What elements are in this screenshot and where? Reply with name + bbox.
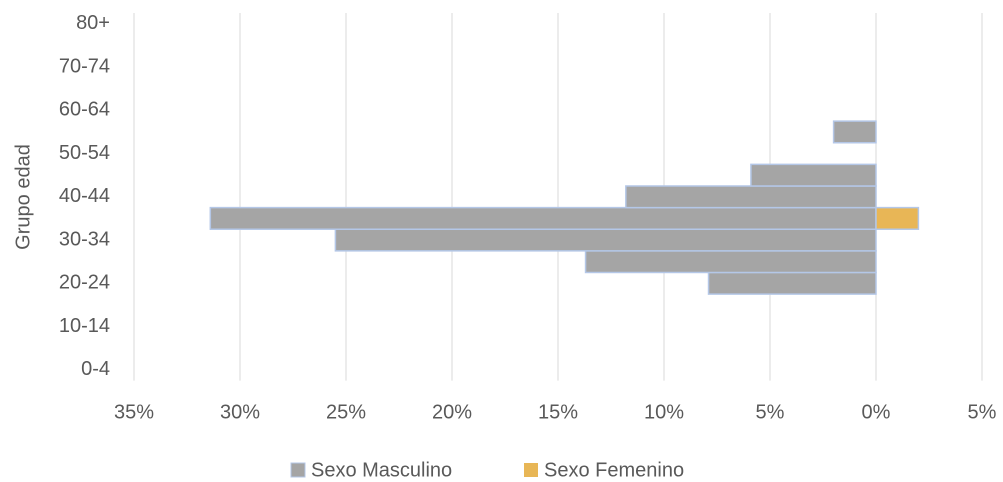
bar (750, 163, 877, 187)
y-tick-label: 30-34 (59, 228, 110, 250)
y-tick-label: 60-64 (59, 99, 110, 121)
legend-label: Sexo Femenino (544, 459, 684, 481)
legend-swatch (524, 463, 538, 477)
x-tick-label: 5% (968, 401, 997, 423)
x-tick-label: 5% (756, 401, 785, 423)
y-tick-label: 0-4 (81, 358, 110, 380)
y-axis-title: Grupo edad (12, 144, 34, 250)
bar (875, 206, 920, 230)
x-tick-label: 35% (114, 401, 154, 423)
y-tick-label: 70-74 (59, 55, 110, 77)
y-tick-label: 80+ (76, 12, 110, 34)
x-tick-label: 0% (862, 401, 891, 423)
bar (832, 120, 877, 144)
x-tick-label: 10% (644, 401, 684, 423)
x-tick-label: 15% (538, 401, 578, 423)
x-tick-label: 20% (432, 401, 472, 423)
x-tick-label: 25% (326, 401, 366, 423)
y-tick-label: 40-44 (59, 185, 110, 207)
y-tick-label: 20-24 (59, 272, 110, 294)
x-tick-label: 30% (220, 401, 260, 423)
bar (707, 271, 877, 295)
bar (334, 228, 877, 252)
bar (625, 185, 877, 209)
y-tick-label: 10-14 (59, 315, 110, 337)
bar (584, 250, 877, 274)
bar (209, 206, 877, 230)
y-tick-label: 50-54 (59, 142, 110, 164)
legend-swatch (290, 462, 306, 478)
legend-label: Sexo Masculino (311, 459, 452, 481)
